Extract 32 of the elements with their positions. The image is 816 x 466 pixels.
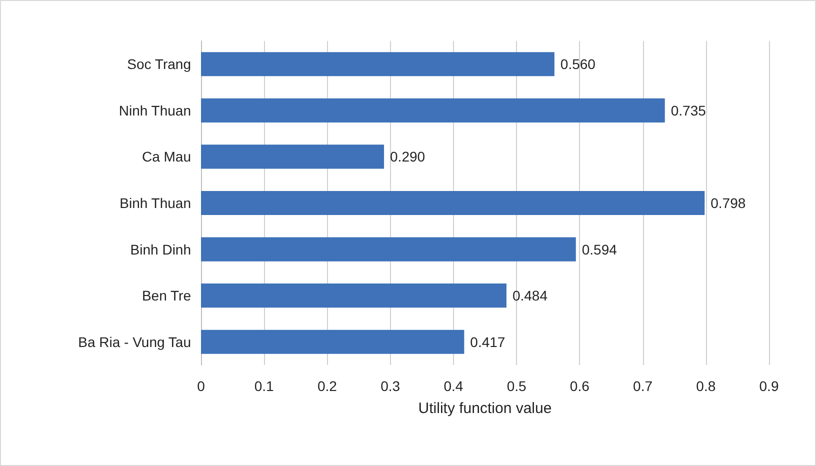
data-label: 0.417 bbox=[470, 334, 506, 350]
bar bbox=[201, 190, 705, 216]
x-tick-label: 0.6 bbox=[570, 378, 590, 394]
data-label: 0.735 bbox=[670, 102, 706, 118]
x-tick-label: 0.9 bbox=[759, 378, 779, 394]
bar bbox=[201, 144, 384, 169]
data-label: 0.290 bbox=[390, 148, 426, 165]
data-label: 0.560 bbox=[560, 56, 596, 72]
bar bbox=[201, 52, 554, 76]
bar bbox=[201, 237, 576, 262]
x-axis-title: Utility function value bbox=[418, 400, 552, 417]
y-tick-label: Ninh Thuan bbox=[118, 102, 191, 118]
y-tick-label: Binh Thuan bbox=[120, 195, 191, 211]
data-label: 0.798 bbox=[710, 195, 746, 211]
y-tick-label: Binh Dinh bbox=[130, 241, 191, 258]
x-tick-label: 0.2 bbox=[317, 378, 338, 394]
x-tick-label: 0.8 bbox=[696, 378, 716, 394]
x-tick-label: 0.7 bbox=[633, 378, 653, 394]
bar bbox=[201, 284, 506, 308]
data-label: 0.484 bbox=[512, 288, 548, 304]
x-tick-label: 0.5 bbox=[506, 378, 526, 394]
y-tick-label: Ba Ria - Vung Tau bbox=[78, 334, 191, 350]
bar bbox=[201, 98, 665, 122]
x-tick-label: 0.4 bbox=[444, 378, 464, 394]
x-tick-label: 0.3 bbox=[380, 378, 400, 394]
y-tick-label: Ben Tre bbox=[142, 288, 192, 304]
x-tick-label: 0.1 bbox=[254, 378, 274, 394]
x-tick-label: 0 bbox=[197, 378, 206, 394]
data-label: 0.594 bbox=[582, 241, 618, 258]
bar bbox=[201, 330, 464, 354]
y-tick-label: Soc Trang bbox=[127, 56, 191, 72]
y-tick-label: Ca Mau bbox=[142, 148, 191, 165]
